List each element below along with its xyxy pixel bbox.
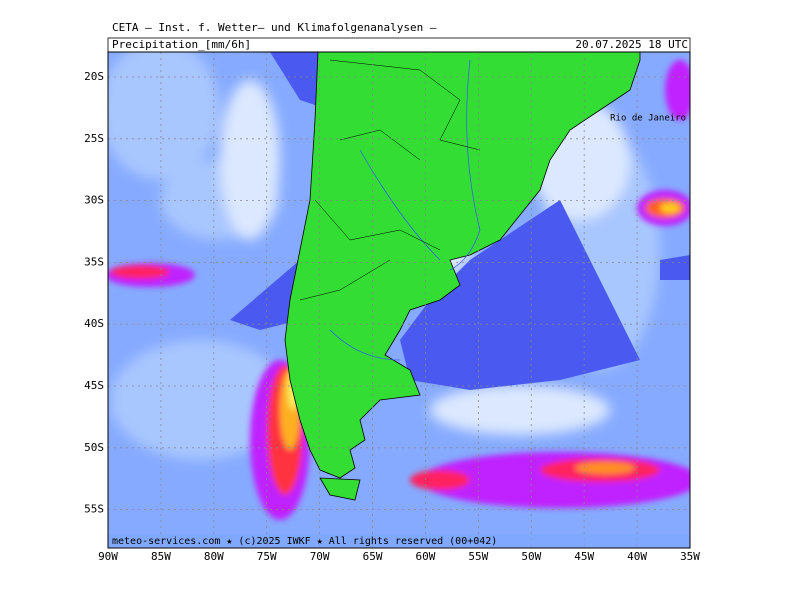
map-field xyxy=(108,52,690,548)
lon-label: 60W xyxy=(416,550,436,563)
footer-band xyxy=(109,534,689,547)
lon-label: 85W xyxy=(151,550,171,563)
lon-label: 55W xyxy=(468,550,488,563)
header-title: CETA — Inst. f. Wetter— und Klimafolgena… xyxy=(112,21,437,34)
time-label: 20.07.2025 18 UTC xyxy=(575,38,688,51)
variable-label: Precipitation_[mm/6h] xyxy=(112,38,251,51)
lon-label: 70W xyxy=(310,550,330,563)
lat-label: 30S xyxy=(84,194,104,207)
footer-credit: meteo-services.com ★ (c)2025 IWKF ★ All … xyxy=(112,536,497,547)
city-label: Rio de Janeiro xyxy=(610,114,686,124)
lon-label: 75W xyxy=(257,550,277,563)
lat-label: 40S xyxy=(84,317,104,330)
lat-label: 20S xyxy=(84,70,104,83)
lat-label: 25S xyxy=(84,132,104,145)
lat-label: 50S xyxy=(84,441,104,454)
lat-label: 35S xyxy=(84,255,104,268)
map-frame xyxy=(107,51,691,549)
lon-label: 35W xyxy=(680,550,700,563)
lat-label: 55S xyxy=(84,503,104,516)
lat-label: 45S xyxy=(84,379,104,392)
lon-label: 90W xyxy=(98,550,118,563)
lon-label: 45W xyxy=(574,550,594,563)
lon-label: 65W xyxy=(363,550,383,563)
lon-label: 80W xyxy=(204,550,224,563)
lon-label: 40W xyxy=(627,550,647,563)
lon-label: 50W xyxy=(521,550,541,563)
